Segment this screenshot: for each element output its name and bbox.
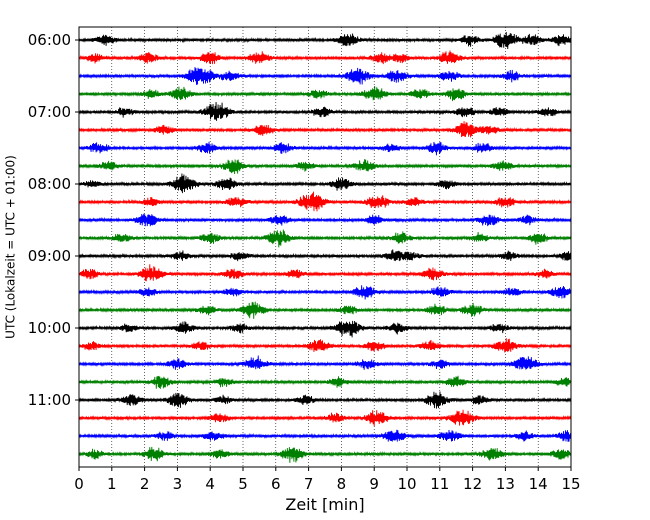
trace-row-0830 (78, 213, 572, 227)
y-tick-label-3: 09:00 (28, 247, 71, 265)
y-tick-label-0: 06:00 (28, 31, 71, 49)
trace-row-1100 (78, 391, 572, 409)
trace-row-1145 (78, 446, 572, 463)
y-tick-label-1: 07:00 (28, 103, 71, 121)
y-tick-label-4: 10:00 (28, 319, 71, 337)
x-tick-label-14: 14 (529, 475, 548, 493)
x-tick-label-1: 1 (107, 475, 117, 493)
y-tick-label-2: 08:00 (28, 175, 71, 193)
y-axis-ticks: 06:00 07:00 08:00 09:00 10:00 11:00 (28, 31, 79, 409)
x-tick-label-6: 6 (271, 475, 281, 493)
trace-row-0645 (78, 85, 572, 102)
trace-row-0900 (78, 249, 572, 262)
x-tick-label-4: 4 (205, 475, 215, 493)
x-tick-label-9: 9 (369, 475, 379, 493)
trace-row-0715 (78, 121, 572, 138)
x-axis-ticks: 0 1 2 3 4 5 6 7 8 9 10 11 12 13 14 15 (74, 467, 581, 493)
y-tick-label-5: 11:00 (28, 391, 71, 409)
trace-row-1045 (78, 375, 572, 389)
trace-row-0845 (78, 229, 572, 248)
x-tick-label-0: 0 (74, 475, 84, 493)
x-tick-label-11: 11 (430, 475, 449, 493)
trace-row-0745 (78, 159, 572, 174)
trace-row-1015 (78, 338, 572, 353)
trace-row-0930 (78, 285, 572, 300)
trace-row-1115 (78, 409, 572, 427)
x-tick-label-13: 13 (496, 475, 515, 493)
x-axis-label: Zeit [min] (285, 495, 364, 514)
trace-row-1000 (78, 320, 572, 338)
x-tick-label-10: 10 (397, 475, 416, 493)
y-axis-label: UTC (Lokalzeit = UTC + 01:00) (4, 155, 18, 339)
trace-row-0730 (78, 141, 572, 156)
x-tick-label-2: 2 (140, 475, 150, 493)
plot-frame (78, 26, 572, 468)
trace-row-0915 (78, 264, 572, 282)
trace-row-0615 (78, 50, 572, 65)
x-tick-label-8: 8 (337, 475, 347, 493)
x-tick-label-5: 5 (238, 475, 248, 493)
x-tick-label-12: 12 (463, 475, 482, 493)
trace-row-0945 (78, 301, 572, 319)
trace-row-0815 (78, 191, 572, 212)
trace-row-0600 (78, 31, 572, 50)
trace-row-0630 (78, 67, 572, 85)
trace-row-1030 (78, 355, 572, 370)
x-tick-label-7: 7 (304, 475, 314, 493)
x-tick-label-3: 3 (173, 475, 183, 493)
trace-row-0800 (78, 173, 572, 194)
trace-row-1130 (78, 429, 572, 442)
x-tick-label-15: 15 (561, 475, 580, 493)
seismogram-traces (78, 31, 572, 463)
trace-row-0700 (78, 102, 572, 121)
